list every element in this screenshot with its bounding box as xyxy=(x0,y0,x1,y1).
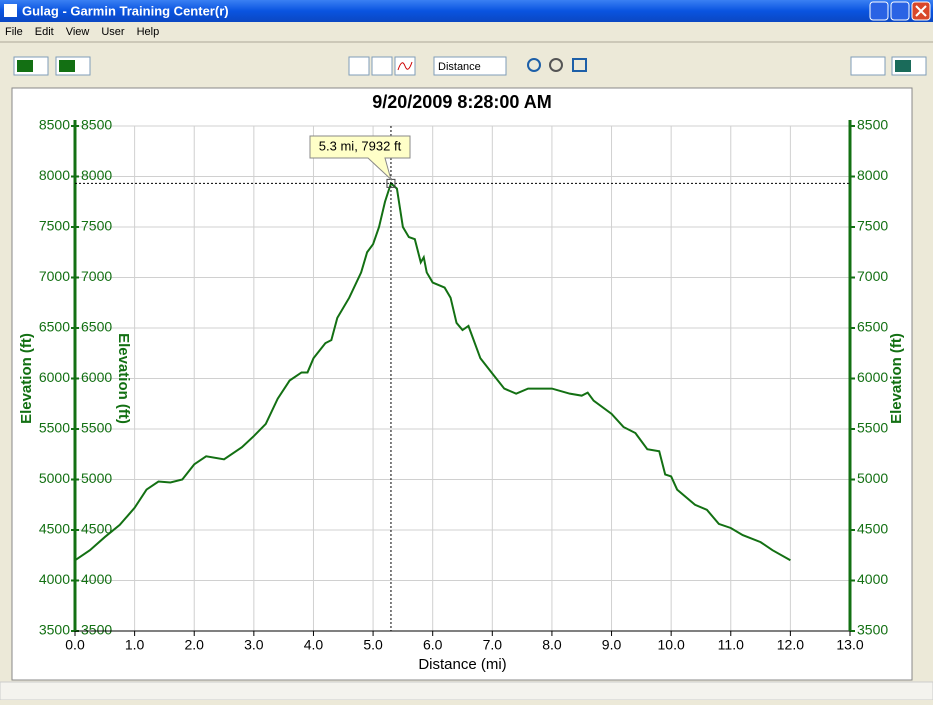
y2-tick-label: 7500 xyxy=(857,218,888,234)
horizontal-scrollbar[interactable] xyxy=(0,681,933,701)
chart-title: 9/20/2009 8:28:00 AM xyxy=(372,92,551,112)
menu-item[interactable]: User xyxy=(101,26,125,38)
x-tick-label: 9.0 xyxy=(602,637,622,653)
x-tick-label: 1.0 xyxy=(125,637,145,653)
y-tick-label: 6500 xyxy=(81,319,112,335)
y-tick-label: 7000 xyxy=(81,268,112,284)
zoom-out-button[interactable] xyxy=(549,58,563,72)
y2-tick-label: 6500 xyxy=(857,319,888,335)
color-swatch xyxy=(895,60,911,72)
y-tick-label: 8500 xyxy=(39,117,70,133)
x-tick-label: 11.0 xyxy=(718,637,744,653)
y2-tick-label: 7000 xyxy=(857,268,888,284)
y2-tick-label: 5000 xyxy=(857,470,888,486)
x-tick-label: 10.0 xyxy=(658,637,685,653)
zoom-fit-button[interactable] xyxy=(572,58,587,72)
x-tick-label: 5.0 xyxy=(363,637,383,653)
y-tick-label: 5500 xyxy=(39,420,70,436)
color-swatch xyxy=(17,60,33,72)
chart: 9/20/2009 8:28:00 AM 3500 3500 3500 4000 4000… xyxy=(18,92,905,673)
y-tick-label: 8000 xyxy=(39,167,70,183)
y-tick-label: 4000 xyxy=(39,571,70,587)
crosshair-button[interactable] xyxy=(348,56,370,76)
x-tick-label: 6.0 xyxy=(423,637,443,653)
menu-item[interactable]: Help xyxy=(137,26,160,38)
y-tick-label: 6000 xyxy=(81,369,112,385)
x-tick-label: 3.0 xyxy=(244,637,264,653)
y-tick-label: 8500 xyxy=(81,117,112,133)
color-swatch xyxy=(59,60,75,72)
tooltip-box xyxy=(309,135,411,181)
x-axis-label: Distance (mi) xyxy=(418,656,506,673)
y-tick-label: 7000 xyxy=(39,268,70,284)
x-tick-label: 7.0 xyxy=(483,637,503,653)
y-tick-label: 4500 xyxy=(39,521,70,537)
x-tick-label: 13.0 xyxy=(836,637,863,653)
zoom-in-button[interactable] xyxy=(527,58,541,72)
y-tick-label: 7500 xyxy=(39,218,70,234)
y2-tick-label: 4500 xyxy=(857,521,888,537)
y-axis-label: Elevation (ft) xyxy=(888,333,905,424)
maximize-button[interactable] xyxy=(890,1,910,21)
y-tick-label: 5500 xyxy=(81,420,112,436)
elevation-line xyxy=(74,181,791,562)
y-tick-label: 3500 xyxy=(81,622,112,638)
y-tick-label: 6000 xyxy=(39,369,70,385)
y-tick-label: 3500 xyxy=(39,622,70,638)
menu-item[interactable]: View xyxy=(66,26,90,38)
color-dropdown[interactable] xyxy=(850,56,886,76)
y-tick-label: 5000 xyxy=(81,470,112,486)
x-tick-label: 8.0 xyxy=(542,637,562,653)
y-tick-label: 8000 xyxy=(81,167,112,183)
x-axis-select[interactable] xyxy=(433,56,507,76)
app-icon xyxy=(4,4,17,17)
x-tick-label: 0.0 xyxy=(65,637,85,653)
menu-item[interactable]: Edit xyxy=(35,26,54,38)
x-tick-label: 12.0 xyxy=(777,637,804,653)
y-tick-label: 5000 xyxy=(39,470,70,486)
y2-tick-label: 5500 xyxy=(857,420,888,436)
x-tick-label: 2.0 xyxy=(184,637,204,653)
y2-tick-label: 8000 xyxy=(857,167,888,183)
tooltip-text: 5.3 mi, 7932 ft xyxy=(319,138,402,153)
chart-panel xyxy=(11,87,913,681)
menu-bar: File Edit View User Help xyxy=(5,26,159,38)
minimize-button[interactable] xyxy=(869,1,889,21)
y2-tick-label: 6000 xyxy=(857,369,888,385)
menu-item[interactable]: File xyxy=(5,26,23,38)
close-icon xyxy=(915,5,927,17)
grid-button[interactable] xyxy=(371,56,393,76)
y-tick-label: 4500 xyxy=(81,521,112,537)
y-tick-label: 6500 xyxy=(39,319,70,335)
select-text: Distance xyxy=(438,61,481,73)
window-title: Gulag - Garmin Training Center(r) xyxy=(22,3,229,18)
y2-tick-label: 8500 xyxy=(857,117,888,133)
y2-tick-label: 3500 xyxy=(857,622,888,638)
y-tick-label: 4000 xyxy=(81,571,112,587)
title-bar xyxy=(0,0,933,22)
y2-tick-label: 4000 xyxy=(857,571,888,587)
smooth-icon xyxy=(397,61,413,71)
x-tick-label: 4.0 xyxy=(304,637,324,653)
y-axis-label: Elevation (ft) xyxy=(115,333,132,424)
y-axis-label: Elevation (ft) xyxy=(18,333,35,424)
y-tick-label: 7500 xyxy=(81,218,112,234)
